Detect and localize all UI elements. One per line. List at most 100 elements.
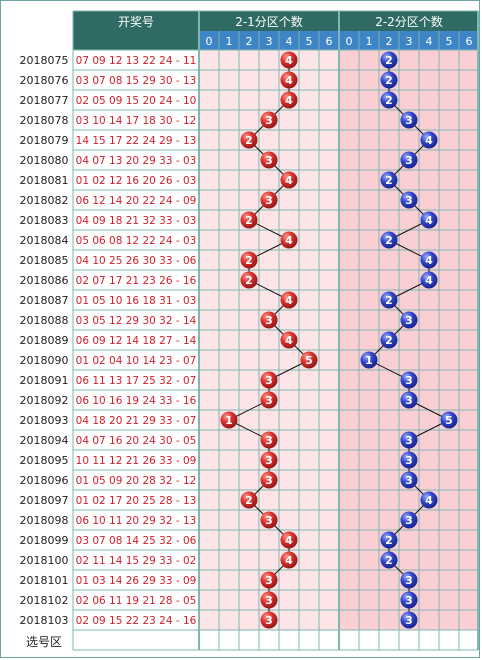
issue-number: 2018097	[20, 494, 69, 507]
zone2-ball-label: 3	[405, 394, 413, 407]
zone2-ball	[380, 551, 398, 569]
zone1-ball-label: 4	[285, 294, 293, 307]
digit-header-2-2: 2	[386, 35, 393, 48]
zone2-ball-label: 3	[405, 194, 413, 207]
zone1-ball-label: 4	[285, 54, 293, 67]
draw-numbers: 03 10 14 17 18 30 - 12	[76, 115, 197, 127]
zone2-ball	[420, 251, 438, 269]
issue-number: 2018078	[20, 114, 69, 127]
zone2-ball	[400, 431, 418, 449]
draw-numbers: 05 06 08 12 22 24 - 03	[76, 235, 197, 247]
zone1-ball-label: 4	[285, 234, 293, 247]
zone2-ball-label: 2	[385, 334, 393, 347]
issue-number: 2018075	[20, 54, 69, 67]
issue-number: 2018079	[20, 134, 69, 147]
zone2-ball	[400, 451, 418, 469]
zone1-ball	[260, 391, 278, 409]
zone1-title: 2-1分区个数	[235, 14, 303, 29]
draw-numbers: 04 18 20 21 29 33 - 07	[76, 415, 197, 427]
issue-number: 2018098	[20, 514, 69, 527]
draw-numbers: 03 07 08 14 25 32 - 06	[76, 535, 197, 547]
zone1-ball	[280, 531, 298, 549]
zone2-background	[339, 50, 478, 630]
zone2-ball	[400, 511, 418, 529]
zone2-ball	[400, 191, 418, 209]
zone1-ball	[240, 131, 258, 149]
draw-numbers: 03 05 12 29 30 32 - 14	[76, 315, 197, 327]
zone1-ball-label: 2	[245, 134, 253, 147]
zone2-ball-label: 3	[405, 454, 413, 467]
zone1-ball	[260, 311, 278, 329]
draw-numbers: 04 07 13 20 29 33 - 03	[76, 155, 197, 167]
draw-numbers: 03 07 08 15 29 30 - 13	[76, 75, 197, 87]
draw-numbers: 06 10 11 20 29 32 - 13	[76, 515, 197, 527]
zone2-ball-label: 3	[405, 594, 413, 607]
zone1-ball	[280, 51, 298, 69]
digit-header-2-4: 4	[426, 35, 433, 48]
issue-number: 2018093	[20, 414, 69, 427]
zone1-ball	[260, 371, 278, 389]
issue-number: 2018077	[20, 94, 69, 107]
zone2-ball	[360, 351, 378, 369]
zone1-ball	[240, 251, 258, 269]
digit-header-1-2: 2	[246, 35, 253, 48]
zone1-ball-label: 4	[285, 554, 293, 567]
draw-numbers: 02 05 09 15 20 24 - 10	[76, 95, 197, 107]
draw-numbers: 01 02 17 20 25 28 - 13	[76, 495, 197, 507]
issue-number: 2018101	[20, 574, 69, 587]
zone2-ball	[380, 291, 398, 309]
issue-number: 2018103	[20, 614, 69, 627]
draw-numbers: 01 05 10 16 18 31 - 03	[76, 295, 197, 307]
zone2-ball-label: 3	[405, 154, 413, 167]
zone1-ball-label: 4	[285, 94, 293, 107]
zone2-ball	[400, 611, 418, 629]
zone1-ball	[280, 71, 298, 89]
header-bar	[73, 11, 478, 31]
zone1-ball-label: 3	[265, 594, 273, 607]
draw-numbers: 01 02 12 16 20 26 - 03	[76, 175, 197, 187]
zone1-ball	[280, 231, 298, 249]
numbers-header-cell	[73, 31, 199, 50]
draw-numbers: 02 11 14 15 29 33 - 02	[76, 555, 197, 567]
zone2-ball	[400, 591, 418, 609]
draw-numbers: 02 09 15 22 23 24 - 16	[76, 615, 197, 627]
zone1-ball-label: 2	[245, 274, 253, 287]
zone2-ball	[440, 411, 458, 429]
zone1-ball-label: 3	[265, 314, 273, 327]
issue-number: 2018089	[20, 334, 69, 347]
issue-number: 2018091	[20, 374, 69, 387]
zone1-ball	[260, 151, 278, 169]
digit-header-1-4: 4	[286, 35, 293, 48]
zone1-ball-label: 3	[265, 614, 273, 627]
zone1-ball-label: 4	[285, 174, 293, 187]
zone1-ball-label: 3	[265, 394, 273, 407]
zone1-ball-label: 2	[245, 254, 253, 267]
zone2-ball	[400, 391, 418, 409]
zone1-ball	[280, 331, 298, 349]
zone2-ball	[380, 531, 398, 549]
zone2-ball-label: 2	[385, 174, 393, 187]
zone2-ball-label: 5	[445, 414, 453, 427]
zone2-title: 2-2分区个数	[375, 14, 443, 29]
zone1-ball	[260, 191, 278, 209]
zone2-ball-label: 3	[405, 314, 413, 327]
draw-numbers: 06 10 16 19 24 33 - 16	[76, 395, 197, 407]
digit-header-2-1: 1	[366, 35, 373, 48]
zone1-ball	[240, 271, 258, 289]
zone1-ball	[240, 491, 258, 509]
zone2-ball	[420, 211, 438, 229]
digit-header-1-5: 5	[306, 35, 313, 48]
issue-number: 2018094	[20, 434, 69, 447]
issue-number: 2018084	[20, 234, 69, 247]
digit-header-1-0: 0	[206, 35, 213, 48]
draw-numbers: 01 02 04 10 14 23 - 07	[76, 355, 197, 367]
issue-number: 2018086	[20, 274, 69, 287]
draw-numbers: 10 11 12 21 26 33 - 09	[76, 455, 197, 467]
zone2-ball	[380, 171, 398, 189]
zone1-ball	[260, 451, 278, 469]
zone2-ball-label: 2	[385, 554, 393, 567]
zone2-ball-label: 3	[405, 114, 413, 127]
zone2-ball-label: 2	[385, 294, 393, 307]
digit-header-2-3: 3	[406, 35, 413, 48]
zone2-ball	[380, 331, 398, 349]
